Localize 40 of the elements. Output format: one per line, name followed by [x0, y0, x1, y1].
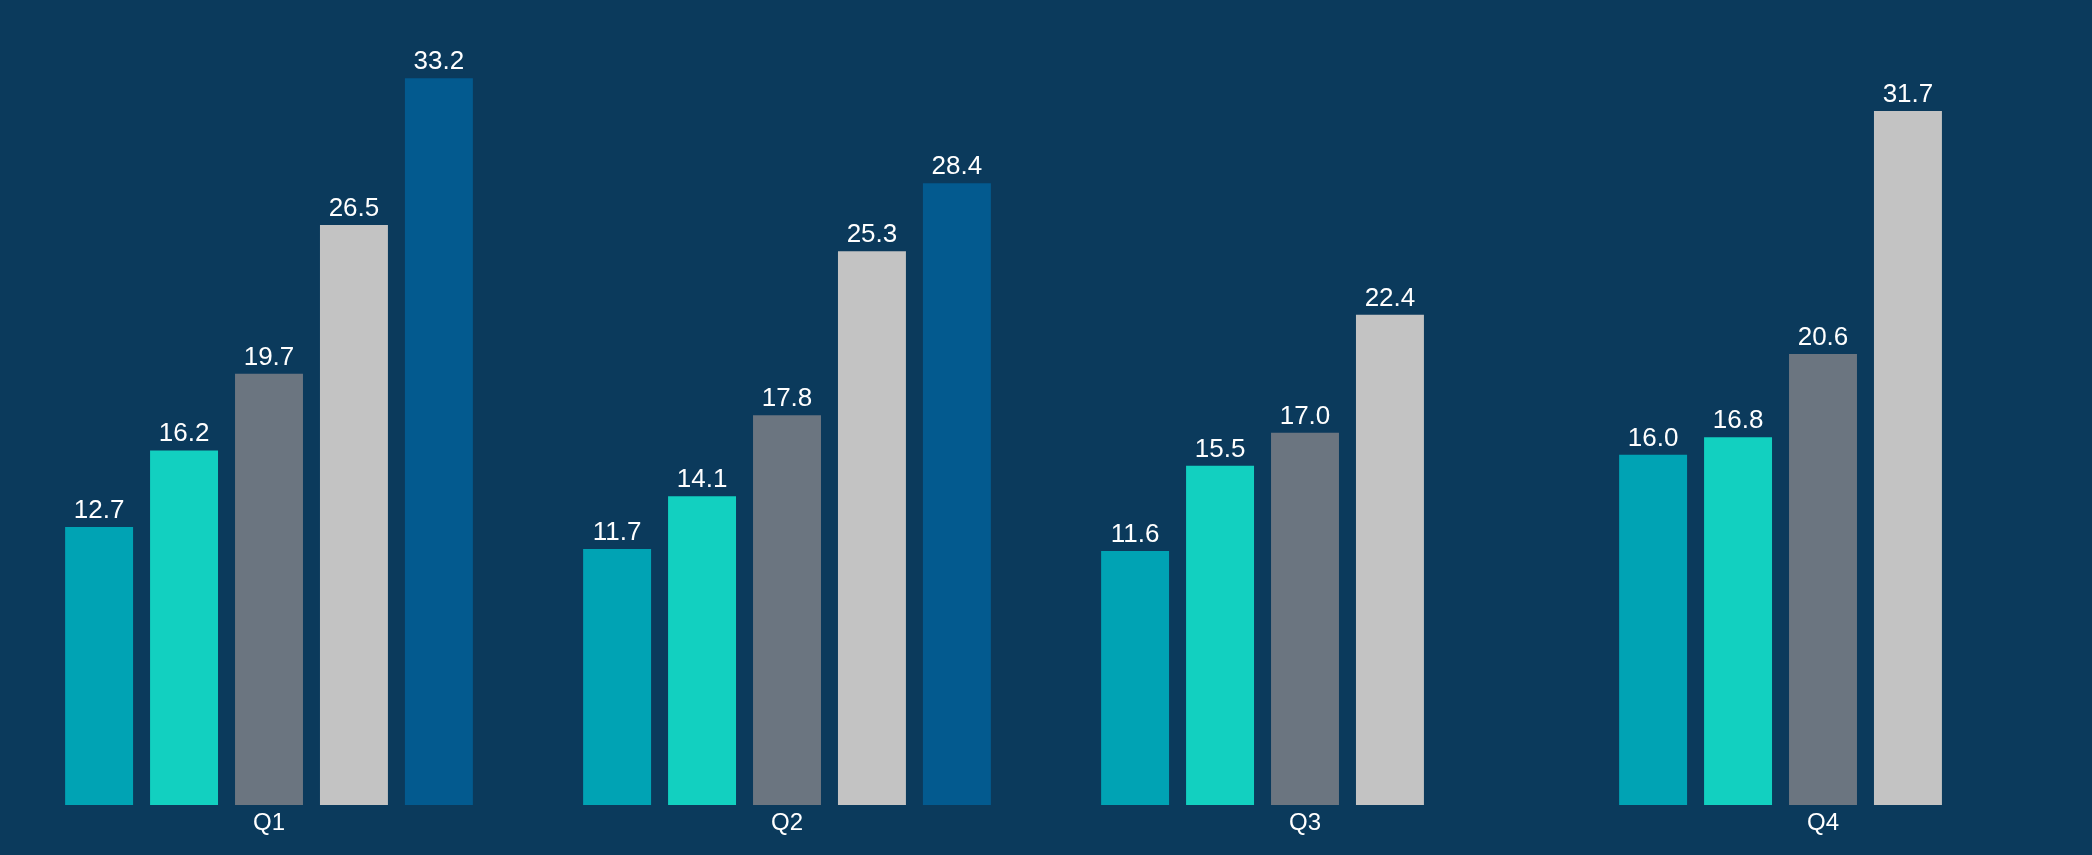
bar [150, 450, 219, 805]
bar [404, 78, 473, 805]
bar [1355, 314, 1424, 805]
data-label: 15.5 [1194, 432, 1246, 463]
data-label: 12.7 [73, 494, 125, 524]
bar [1789, 354, 1857, 805]
data-label: 11.7 [592, 515, 642, 546]
data-label: 26.5 [328, 191, 380, 222]
data-label: 19.7 [243, 340, 295, 371]
x-tick-label: Q3 [1288, 808, 1322, 835]
x-tick-label: Q4 [1806, 808, 1840, 835]
data-label: 11.6 [1110, 518, 1160, 549]
data-label: 31.7 [1882, 78, 1934, 109]
data-label: 20.6 [1797, 321, 1849, 352]
data-label: 25.3 [846, 218, 898, 249]
bar [837, 251, 906, 805]
bar [922, 183, 991, 805]
data-label: 33.2 [413, 45, 465, 76]
bar [65, 527, 134, 805]
data-label: 16.0 [1627, 421, 1679, 452]
data-label: 14.1 [676, 463, 728, 494]
bar [1271, 432, 1339, 805]
bar [1619, 454, 1688, 805]
bar [668, 496, 737, 805]
data-label: 16.2 [158, 417, 210, 448]
data-label: 17.0 [1279, 399, 1331, 430]
x-tick-label: Q1 [252, 808, 286, 835]
data-label: 17.8 [761, 382, 813, 413]
x-tick-label: Q2 [770, 808, 804, 835]
bar [1704, 437, 1773, 805]
bar [235, 373, 303, 805]
bar [1873, 111, 1942, 805]
bar [319, 224, 388, 805]
data-label: 28.4 [931, 150, 983, 181]
bar [1101, 551, 1170, 805]
bar [753, 415, 821, 805]
bar [583, 548, 652, 805]
data-label: 16.8 [1712, 404, 1764, 435]
bar [1186, 465, 1255, 805]
data-label: 22.4 [1364, 281, 1416, 312]
